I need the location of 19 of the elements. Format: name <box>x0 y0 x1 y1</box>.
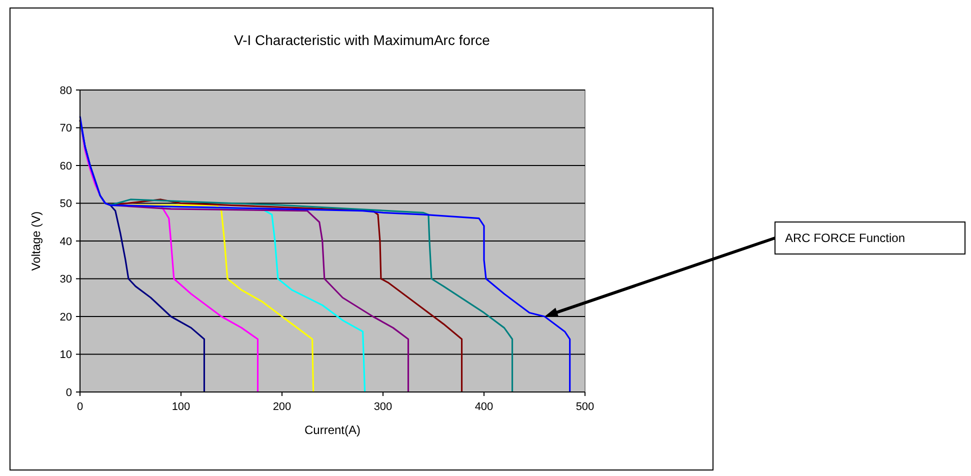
y-tick-label: 30 <box>60 274 72 286</box>
x-tick-label: 300 <box>374 401 392 413</box>
annotation: ARC FORCE Function <box>785 231 906 246</box>
y-tick-label: 40 <box>60 236 72 248</box>
x-tick-label: 100 <box>172 401 190 413</box>
y-tick-label: 80 <box>60 84 72 97</box>
chart-title: V-I Characteristic with MaximumArc force <box>234 32 490 48</box>
y-tick-label: 20 <box>60 311 72 324</box>
x-tick-label: 400 <box>474 401 494 413</box>
y-tick-label: 60 <box>60 160 72 172</box>
y-axis-title: Voltage (V) <box>29 211 43 271</box>
x-tick-label: 0 <box>76 401 84 413</box>
y-tick-label: 10 <box>60 349 72 362</box>
y-tick-label: 70 <box>60 122 72 135</box>
x-tick-label: 500 <box>576 401 594 413</box>
y-tick-label: 0 <box>66 386 72 399</box>
x-axis-title: Current(A) <box>304 423 361 437</box>
y-tick-label: 50 <box>60 198 72 210</box>
x-tick-label: 200 <box>272 401 292 413</box>
